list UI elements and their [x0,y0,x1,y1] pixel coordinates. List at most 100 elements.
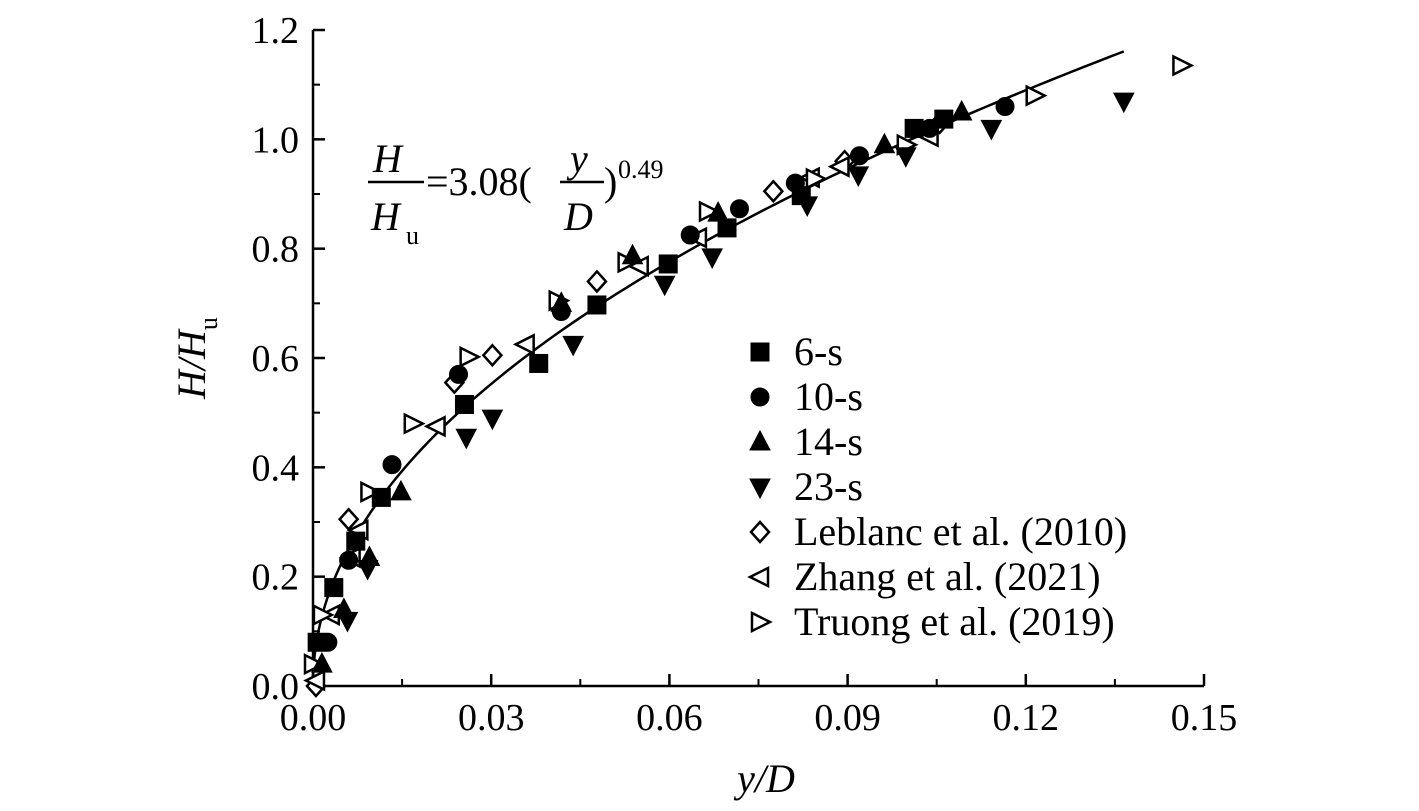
data-point [785,173,805,193]
legend-item: 10-s [750,374,863,419]
data-point [346,531,366,551]
equation-lhs-denominator: H [370,194,402,239]
legend-item: Truong et al. (2019) [750,599,1115,644]
legend-label: 10-s [794,374,863,419]
legend-marker [750,342,770,362]
x-axis-label: y/D [733,756,795,801]
data-point [796,196,819,218]
data-point [371,487,391,507]
data-point [449,364,469,384]
fit-equation: H H u =3.08( y D ) 0.49 [368,136,664,250]
data-point [455,428,478,450]
data-point [920,118,940,138]
data-point [698,200,721,223]
series-0 [307,109,954,652]
y-tick-label: 0.8 [252,229,300,271]
data-point [423,415,446,438]
data-point [1025,84,1048,107]
x-tick-label: 0.06 [636,697,703,739]
legend-item: Leblanc et al. (2010) [749,509,1127,554]
data-point [762,179,785,204]
x-tick-label: 0.12 [993,697,1060,739]
data-point [873,132,896,154]
y-tick-label: 0.0 [252,666,300,708]
equation-lhs-denominator-subscript: u [406,221,419,250]
legend-marker [750,387,770,407]
legend-marker [749,429,771,451]
data-point [454,394,474,414]
data-point [403,412,426,435]
data-point [805,167,828,190]
legend-label: 6-s [794,329,843,374]
data-point [680,225,700,245]
x-axis-title: y/D [733,756,795,801]
data-point [318,632,338,652]
series-3 [336,92,1135,633]
data-point [1172,54,1195,77]
equation-coefficient: =3.08( [426,159,532,204]
data-point [303,669,326,692]
legend-marker [750,610,773,634]
data-point [980,119,1003,141]
equation-rhs-denominator: D [563,194,593,239]
data-points-layer [303,54,1195,698]
data-point [481,409,504,431]
data-point [587,295,607,315]
legend-label: Zhang et al. (2021) [794,554,1101,599]
y-axis-label-subscript: u [194,317,223,330]
data-point [459,345,482,368]
data-point [729,199,749,219]
x-tick-label: 0.00 [280,697,347,739]
legend-item: Zhang et al. (2021) [747,554,1101,599]
data-point [512,333,535,356]
y-tick-label: 0.4 [252,447,300,489]
data-point [339,550,359,570]
legend-label: Truong et al. (2019) [794,599,1115,644]
data-point [390,479,412,501]
data-point [1112,92,1135,114]
data-point [586,269,608,294]
y-axis-label: H/Hu [169,317,223,400]
y-tick-label: 1.2 [252,10,300,52]
data-point [360,480,383,503]
data-point [849,146,869,166]
legend-item: 6-s [750,329,843,374]
data-point [324,578,344,598]
legend-label: Leblanc et al. (2010) [794,509,1127,554]
data-point [382,455,402,475]
data-point [336,611,359,633]
data-point [995,97,1015,117]
legend-label: 14-s [794,419,863,464]
data-point [621,243,644,265]
legend-item: 14-s [749,419,863,464]
data-point [562,335,585,357]
equation-exponent: 0.49 [618,155,664,184]
y-tick-label: 0.6 [252,338,300,380]
x-tick-label: 0.09 [814,697,881,739]
equation-lhs-numerator: H [372,136,404,181]
equation-rhs-numerator: y [566,136,588,181]
data-point [356,559,379,581]
data-point [529,353,549,373]
data-point [847,166,870,187]
legend-marker [747,565,770,589]
axes: 0.00 0.03 0.06 0.09 0.12 0.15 0.0 0.2 0.4 0.6 0.8 1… [252,10,1238,739]
data-point [658,254,678,274]
fit-curve-layer [311,50,1125,687]
y-axis-title: H/Hu [169,317,223,400]
y-axis-label-main: H/H [169,328,214,400]
equation-close-paren: ) [604,159,617,204]
legend-marker [749,478,771,500]
x-tick-label: 0.03 [458,697,525,739]
data-point [312,603,335,626]
data-point [894,147,917,168]
legend-marker [749,520,771,544]
data-point [707,201,729,222]
x-tick-label: 0.15 [1171,697,1238,739]
data-point [550,291,573,312]
legend-label: 23-s [794,464,863,509]
data-point [311,652,333,673]
y-tick-label: 0.2 [252,557,300,599]
